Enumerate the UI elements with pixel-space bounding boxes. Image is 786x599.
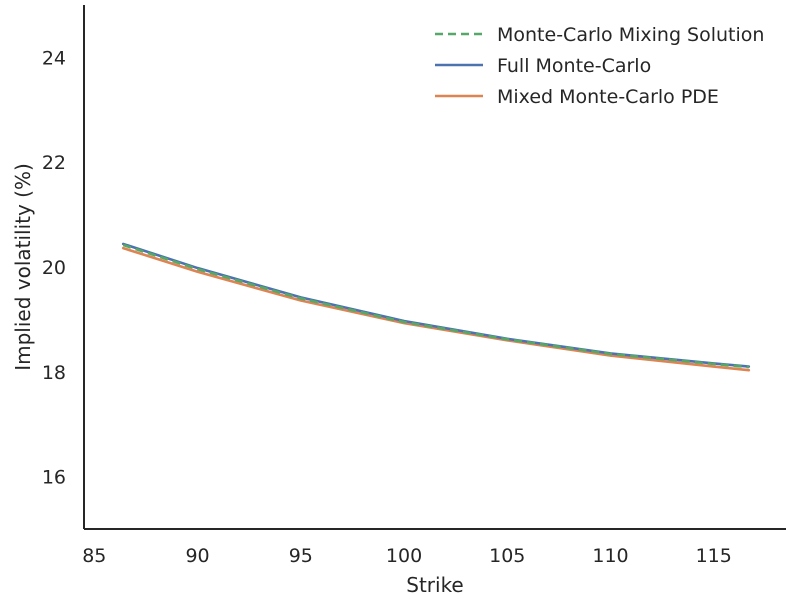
y-ticks: 16 18 20 22 24 (42, 47, 66, 488)
y-tick-label: 18 (42, 362, 66, 384)
x-tick-label: 100 (386, 545, 422, 567)
legend-label: Full Monte-Carlo (497, 55, 651, 77)
x-tick-label: 85 (82, 545, 106, 567)
x-axis-label: Strike (406, 573, 464, 597)
y-tick-label: 24 (42, 47, 66, 69)
legend-label: Monte-Carlo Mixing Solution (497, 24, 764, 46)
legend-label: Mixed Monte-Carlo PDE (497, 86, 719, 108)
x-tick-label: 90 (185, 545, 209, 567)
series-line-2 (121, 246, 751, 372)
y-tick-label: 22 (42, 152, 66, 174)
series-line-0 (122, 243, 749, 369)
x-tick-label: 110 (592, 545, 628, 567)
legend: Monte-Carlo Mixing Solution Full Monte-Ca… (435, 24, 764, 108)
series-line-1 (121, 242, 751, 368)
x-tick-label: 105 (489, 545, 525, 567)
plot-area (121, 242, 751, 372)
y-tick-label: 20 (42, 257, 66, 279)
y-tick-label: 16 (42, 467, 66, 489)
x-tick-label: 95 (289, 545, 313, 567)
x-tick-label: 115 (696, 545, 732, 567)
y-axis-label: Implied volatility (%) (11, 163, 35, 371)
x-ticks: 85 90 95 100 105 110 115 (82, 545, 732, 567)
